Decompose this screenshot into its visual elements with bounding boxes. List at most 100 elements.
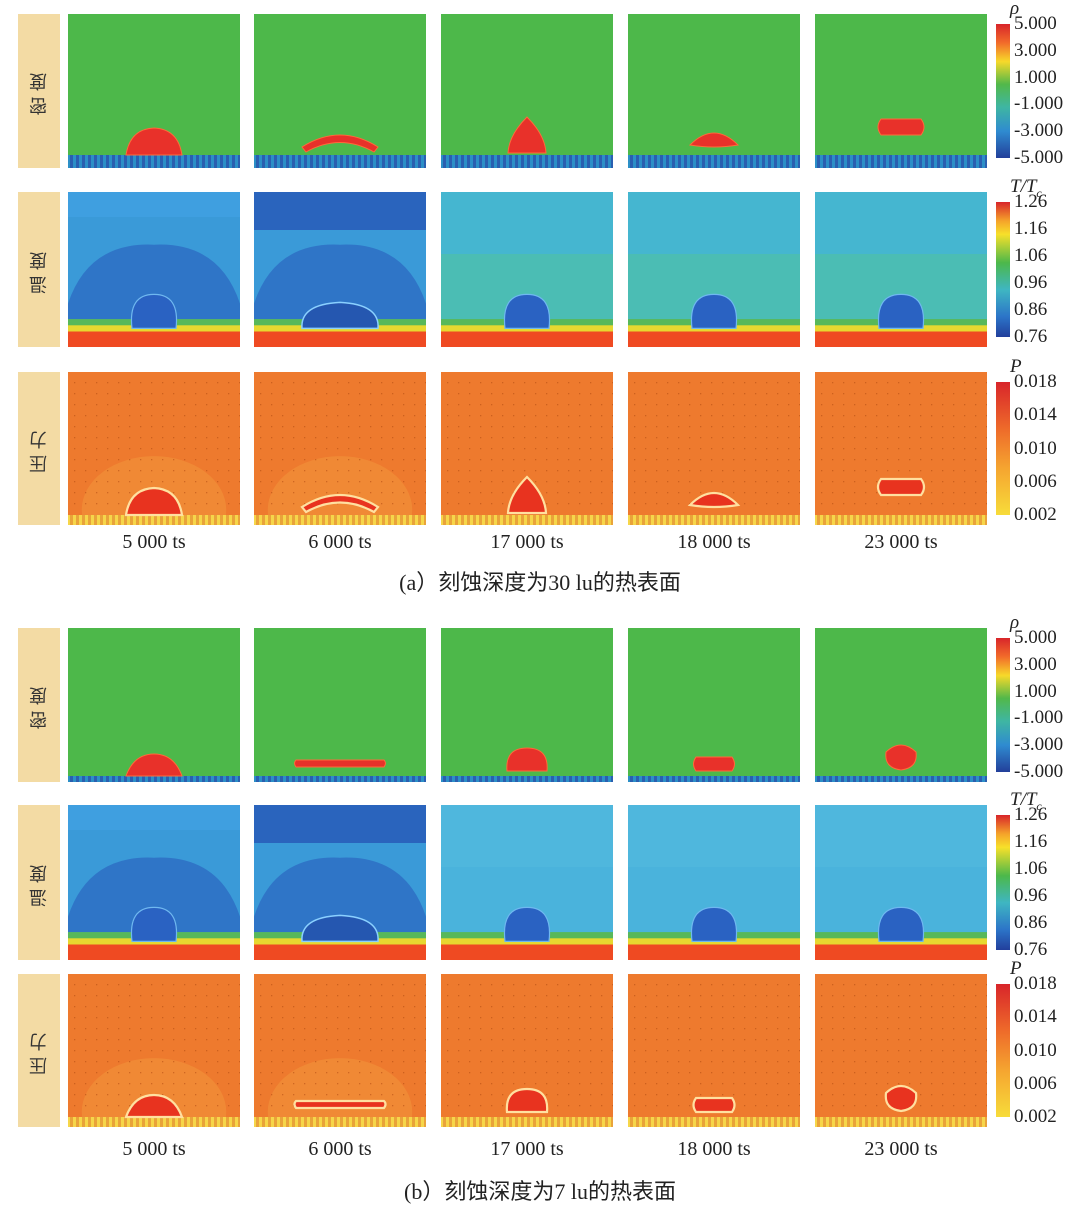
pressure-field — [628, 372, 800, 525]
pressure-field — [815, 974, 987, 1127]
panel-density-a-4 — [815, 14, 987, 168]
temperature-field — [815, 192, 987, 347]
panel-pressure-b-1 — [254, 974, 426, 1127]
colorbar-tick: 0.86 — [1014, 299, 1048, 320]
density-field — [815, 14, 987, 168]
colorbar-tick: -3.000 — [1014, 734, 1064, 756]
colorbar-tick: 0.96 — [1014, 885, 1048, 906]
temperature-field — [254, 192, 426, 347]
row-label-pressure: 压力 — [18, 974, 60, 1127]
timestep-label: 23 000 ts — [864, 1138, 938, 1160]
timestep-label: 6 000 ts — [308, 531, 372, 553]
row-label-text: 压力 — [29, 424, 49, 473]
colorbar-tick: 0.006 — [1014, 470, 1057, 492]
panel-pressure-a-2 — [441, 372, 613, 525]
timestep-label: 17 000 ts — [490, 531, 564, 553]
panel-temperature-a-2 — [441, 192, 613, 347]
colorbar-symbol-subscript: c — [1036, 185, 1042, 200]
colorbar-tick: 0.002 — [1014, 1106, 1057, 1127]
pressure-field — [441, 974, 613, 1127]
panel-density-b-0 — [68, 628, 240, 782]
colorbar-density — [996, 638, 1010, 772]
colorbar-tick: 0.010 — [1014, 437, 1057, 459]
colorbar-tick: 1.000 — [1014, 680, 1057, 702]
colorbar-tick: 0.010 — [1014, 1039, 1057, 1061]
row-label-temperature: 温度 — [18, 805, 60, 960]
colorbar-symbol: ρ — [1010, 0, 1020, 19]
colorbar-tick: 0.96 — [1014, 272, 1048, 293]
row-label-text: 密度 — [29, 67, 49, 115]
colorbar-pressure — [996, 984, 1010, 1117]
density-field — [254, 14, 426, 168]
colorbar-symbol-subscript: c — [1036, 798, 1042, 813]
density-field — [68, 628, 240, 782]
panel-temperature-b-2 — [441, 805, 613, 960]
timestep-label: 5 000 ts — [122, 1138, 186, 1160]
colorbar-symbol: ρ — [1010, 612, 1020, 633]
panel-temperature-b-0 — [68, 805, 240, 960]
panel-temperature-b-4 — [815, 805, 987, 960]
panel-pressure-a-1 — [254, 372, 426, 525]
row-label-pressure: 压力 — [18, 372, 60, 525]
panel-density-b-1 — [254, 628, 426, 782]
temperature-field — [68, 805, 240, 960]
panel-density-a-3 — [628, 14, 800, 168]
colorbar-tick: -1.000 — [1014, 707, 1064, 729]
timestep-label: 5 000 ts — [122, 531, 186, 553]
temperature-field — [815, 805, 987, 960]
colorbar-symbol: P — [1010, 958, 1022, 979]
colorbar-tick: 1.16 — [1014, 831, 1048, 852]
density-field — [254, 628, 426, 782]
density-field — [441, 628, 613, 782]
timestep-label: 18 000 ts — [677, 531, 751, 553]
panel-temperature-b-1 — [254, 805, 426, 960]
colorbar-tick: 5.000 — [1014, 13, 1057, 34]
timestep-label: 6 000 ts — [308, 1138, 372, 1160]
panel-density-b-4 — [815, 628, 987, 782]
panel-density-a-1 — [254, 14, 426, 168]
panel-pressure-a-4 — [815, 372, 987, 525]
colorbar-tick: 1.06 — [1014, 858, 1048, 879]
pressure-field — [254, 974, 426, 1127]
colorbar-tick: 1.000 — [1014, 66, 1057, 88]
temperature-field — [628, 805, 800, 960]
pressure-field — [68, 974, 240, 1127]
colorbar-tick: 0.76 — [1014, 326, 1048, 347]
row-label-text: 密度 — [29, 681, 49, 729]
panel-density-a-2 — [441, 14, 613, 168]
panel-pressure-a-3 — [628, 372, 800, 525]
colorbar-tick: 0.018 — [1014, 371, 1057, 392]
panel-temperature-b-3 — [628, 805, 800, 960]
panel-temperature-a-1 — [254, 192, 426, 347]
panel-pressure-b-3 — [628, 974, 800, 1127]
pressure-field — [441, 372, 613, 525]
colorbar-tick: 0.014 — [1014, 404, 1057, 426]
density-field — [628, 14, 800, 168]
timestep-label: 17 000 ts — [490, 1138, 564, 1160]
timestep-label: 23 000 ts — [864, 531, 938, 553]
colorbar-tick: 5.000 — [1014, 627, 1057, 648]
row-label-text: 温度 — [29, 245, 49, 294]
colorbar-tick: 1.26 — [1014, 804, 1048, 825]
colorbar-tick: 0.018 — [1014, 973, 1057, 994]
colorbar-tick: -5.000 — [1014, 761, 1064, 782]
pressure-field — [68, 372, 240, 525]
colorbar-tick: -1.000 — [1014, 93, 1064, 115]
panel-temperature-a-3 — [628, 192, 800, 347]
panel-pressure-a-0 — [68, 372, 240, 525]
row-label-text: 压力 — [29, 1026, 49, 1075]
colorbar-symbol: T/Tc — [1010, 176, 1042, 200]
pressure-field — [254, 372, 426, 525]
panel-pressure-b-4 — [815, 974, 987, 1127]
colorbar-tick: -5.000 — [1014, 147, 1064, 168]
timestep-label: 18 000 ts — [677, 1138, 751, 1160]
colorbar-tick: 0.86 — [1014, 912, 1048, 933]
temperature-field — [441, 805, 613, 960]
density-field — [68, 14, 240, 168]
panel-pressure-b-0 — [68, 974, 240, 1127]
temperature-field — [68, 192, 240, 347]
row-label-temperature: 温度 — [18, 192, 60, 347]
panel-density-a-0 — [68, 14, 240, 168]
panel-pressure-b-2 — [441, 974, 613, 1127]
panel-temperature-a-0 — [68, 192, 240, 347]
